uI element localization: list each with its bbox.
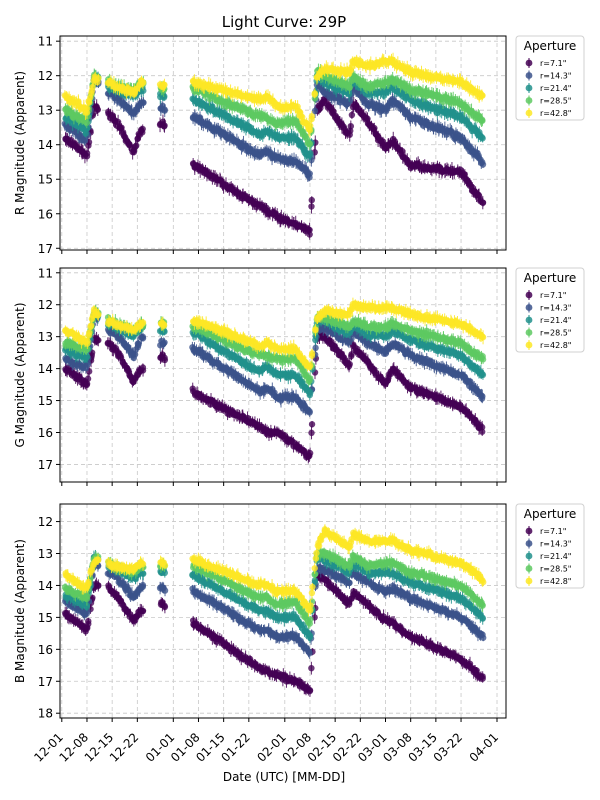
data-point — [140, 99, 147, 106]
legend-label: r=21.4" — [540, 84, 571, 93]
legend-marker — [525, 109, 533, 117]
data-point — [89, 83, 96, 91]
series-0-0 — [62, 93, 487, 240]
data-point — [85, 142, 92, 149]
legend-label: r=7.1" — [540, 59, 566, 68]
data-point — [308, 203, 315, 210]
data-point — [95, 337, 102, 344]
data-point — [346, 360, 353, 368]
data-point — [161, 122, 168, 129]
data-point — [189, 385, 196, 392]
legend-label: r=42.8" — [540, 109, 571, 118]
data-point — [347, 122, 355, 130]
data-point — [306, 449, 314, 457]
data-point — [160, 94, 168, 101]
legend-marker — [525, 97, 533, 104]
data-point — [308, 196, 315, 204]
data-point — [139, 364, 147, 371]
legend-marker — [525, 59, 533, 67]
data-point — [306, 127, 314, 134]
chart-title: Light Curve: 29P — [222, 13, 346, 31]
y-tick-label-0-4: 15 — [38, 173, 53, 187]
legend-title-0: Aperture — [524, 39, 577, 53]
data-point — [306, 170, 313, 177]
data-point — [139, 125, 146, 133]
data-point — [83, 109, 91, 116]
data-layer-0 — [61, 52, 487, 240]
data-point — [308, 421, 316, 428]
legend-box-0 — [515, 35, 585, 121]
legend-label: r=28.5" — [540, 97, 571, 106]
data-point — [94, 106, 102, 113]
data-point — [311, 107, 319, 115]
legend-0: Aperture r=7.1" r=14.3" r=21.4" r=28.5" r=42.… — [515, 35, 585, 121]
data-point — [308, 429, 315, 437]
legend-marker — [525, 72, 533, 79]
data-point — [140, 87, 147, 94]
data-point — [306, 231, 313, 238]
legend-label: r=14.3" — [540, 72, 571, 81]
data-point — [81, 137, 89, 144]
data-point — [133, 142, 140, 149]
data-point — [346, 91, 353, 98]
panel-0: 11 12 13 14 15 16 17 R Magnitude (Apparent) Aper… — [13, 35, 585, 256]
panels-layer: 11 12 13 14 15 16 17 R Magnitude (Apparent) Aper… — [13, 35, 585, 765]
y-tick-label-0-1: 12 — [38, 69, 53, 83]
data-point — [83, 380, 91, 387]
data-point — [263, 204, 270, 212]
data-point — [95, 74, 102, 82]
data-point — [161, 81, 168, 89]
y-tick-label-0-6: 17 — [38, 242, 53, 256]
data-point — [83, 119, 90, 126]
data-point — [139, 79, 146, 87]
y-tick-label-0-3: 14 — [38, 138, 53, 152]
data-point — [84, 375, 92, 382]
data-point — [307, 150, 314, 157]
y-tick-label-0-2: 13 — [38, 104, 53, 118]
axes-frame-0 — [59, 35, 507, 251]
data-point — [161, 106, 168, 113]
data-point — [87, 94, 94, 101]
y-tick-label-0-5: 16 — [38, 207, 53, 221]
data-point — [479, 135, 486, 142]
data-point — [478, 428, 486, 435]
data-point — [479, 199, 486, 206]
data-point — [479, 92, 486, 99]
data-point — [346, 84, 353, 91]
legend-marker — [525, 84, 533, 92]
data-point — [311, 91, 318, 98]
data-layer-1 — [62, 297, 487, 464]
y-tick-label-0-0: 11 — [38, 35, 53, 49]
data-point — [348, 111, 356, 119]
data-point — [478, 158, 486, 166]
data-point — [83, 152, 91, 160]
series-0-4 — [61, 52, 486, 138]
y-axis-label-0: R Magnitude (Apparent) — [13, 71, 27, 215]
data-point — [161, 354, 168, 362]
data-point — [308, 115, 315, 123]
data-point — [306, 140, 313, 148]
data-point — [299, 113, 306, 121]
data-point — [478, 116, 486, 123]
data-point — [340, 95, 347, 103]
series-1-1 — [62, 308, 486, 418]
data-point — [478, 424, 486, 431]
data-point — [348, 351, 355, 358]
